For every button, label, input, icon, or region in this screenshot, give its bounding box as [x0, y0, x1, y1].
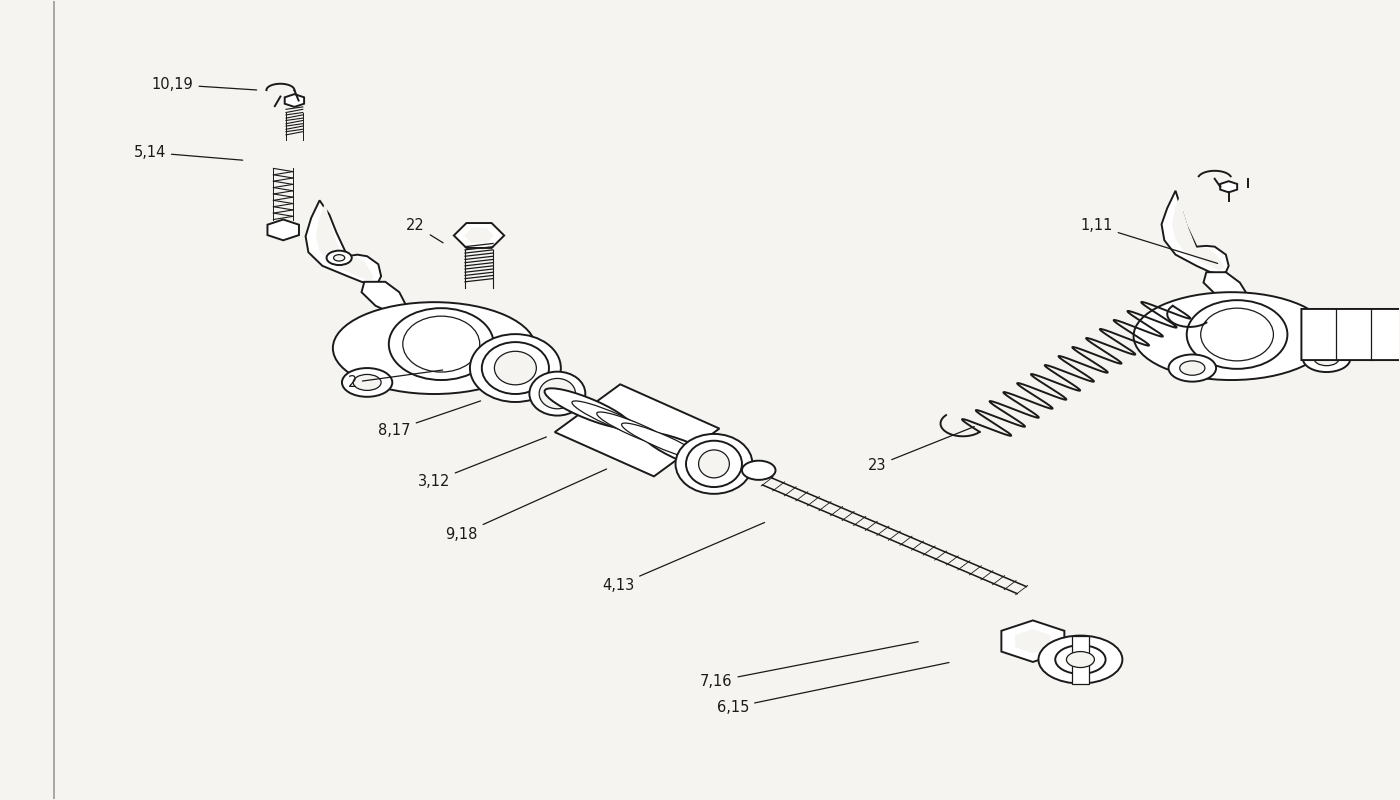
Polygon shape: [316, 204, 372, 280]
Text: 1,11: 1,11: [1081, 218, 1218, 263]
Polygon shape: [305, 200, 381, 284]
Circle shape: [1169, 354, 1217, 382]
Ellipse shape: [333, 302, 536, 394]
Ellipse shape: [545, 388, 630, 428]
Ellipse shape: [389, 308, 494, 380]
Polygon shape: [1221, 181, 1238, 192]
Polygon shape: [1162, 190, 1229, 274]
Circle shape: [1067, 651, 1095, 667]
Polygon shape: [1302, 309, 1400, 360]
Ellipse shape: [644, 433, 729, 472]
Ellipse shape: [539, 378, 575, 409]
Polygon shape: [267, 219, 300, 240]
Circle shape: [342, 368, 392, 397]
Circle shape: [326, 250, 351, 265]
Circle shape: [1315, 351, 1340, 366]
Polygon shape: [454, 223, 504, 248]
Text: 7,16: 7,16: [700, 642, 918, 689]
Ellipse shape: [482, 342, 549, 394]
Ellipse shape: [699, 450, 729, 478]
Text: 3,12: 3,12: [417, 437, 546, 489]
Text: 2: 2: [347, 370, 442, 390]
Ellipse shape: [573, 401, 652, 438]
Text: 4,13: 4,13: [602, 522, 764, 593]
Polygon shape: [1016, 630, 1050, 652]
Circle shape: [1303, 345, 1351, 372]
Polygon shape: [284, 94, 304, 107]
Ellipse shape: [1134, 292, 1330, 380]
Polygon shape: [554, 384, 720, 476]
Circle shape: [1056, 645, 1106, 674]
Text: 6,15: 6,15: [717, 662, 949, 715]
Circle shape: [353, 374, 381, 390]
Circle shape: [1039, 635, 1123, 683]
Text: 9,18: 9,18: [445, 469, 606, 542]
Text: 8,17: 8,17: [378, 401, 480, 438]
Polygon shape: [361, 282, 406, 314]
Circle shape: [476, 359, 526, 388]
Ellipse shape: [1201, 308, 1274, 361]
Ellipse shape: [676, 434, 752, 494]
Text: 10,19: 10,19: [151, 77, 256, 92]
Bar: [1072, 635, 1089, 683]
Polygon shape: [465, 229, 493, 242]
Circle shape: [1180, 361, 1205, 375]
Ellipse shape: [470, 334, 561, 402]
Ellipse shape: [622, 423, 703, 460]
Circle shape: [742, 461, 776, 480]
Polygon shape: [1204, 272, 1249, 304]
Text: 22: 22: [406, 218, 442, 243]
Polygon shape: [1173, 194, 1224, 270]
Text: 5,14: 5,14: [133, 145, 242, 160]
Circle shape: [487, 366, 515, 382]
Ellipse shape: [1187, 300, 1288, 369]
Ellipse shape: [529, 372, 585, 415]
Ellipse shape: [686, 441, 742, 487]
Ellipse shape: [596, 412, 678, 449]
Ellipse shape: [494, 351, 536, 385]
Ellipse shape: [403, 316, 480, 372]
Circle shape: [333, 254, 344, 261]
Text: 23: 23: [868, 426, 974, 473]
Polygon shape: [1001, 621, 1064, 662]
